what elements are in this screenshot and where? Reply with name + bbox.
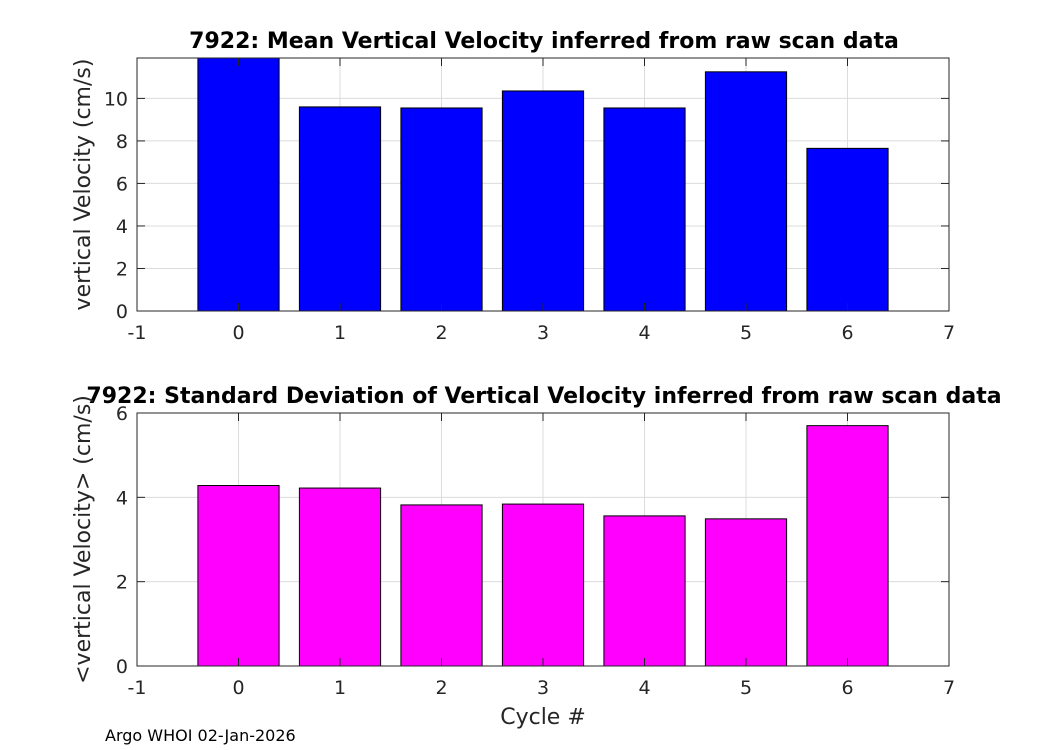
mean-bar-cycle-0 (197, 57, 280, 312)
std-x-tick-label: 6 (841, 677, 853, 699)
std-x-tick-label: 4 (638, 677, 650, 699)
mean-x-tick-label: 7 (943, 322, 955, 344)
std-x-tick-label: 0 (232, 677, 244, 699)
mean-y-tick-label: 0 (116, 301, 128, 323)
std-x-tick-label: 3 (537, 677, 549, 699)
mean-bar-cycle-4 (603, 107, 686, 312)
std-x-tick-label: 2 (435, 677, 447, 699)
mean-y-tick-label: 4 (116, 216, 128, 238)
mean-chart-title: 7922: Mean Vertical Velocity inferred fr… (189, 29, 899, 54)
std-y-tick-label: 0 (116, 656, 128, 678)
footer-credit: Argo WHOI 02-Jan-2026 (105, 726, 296, 745)
mean-x-tick-label: 1 (334, 322, 346, 344)
std-bar-cycle-2 (400, 504, 483, 667)
mean-bar-cycle-1 (298, 106, 382, 312)
std-y-tick-label: 4 (116, 487, 128, 509)
mean-bar-cycle-6 (806, 147, 889, 312)
std-y-tick-label: 6 (116, 403, 128, 425)
std-bar-cycle-0 (197, 485, 280, 667)
mean-x-tick-label: 5 (740, 322, 752, 344)
std-x-tick-label: 7 (943, 677, 955, 699)
mean-x-tick-label: 0 (232, 322, 244, 344)
mean-x-tick-label: 6 (841, 322, 853, 344)
std-y-tick-label: 2 (116, 572, 128, 594)
mean-y-tick-label: 6 (116, 173, 128, 195)
std-bar-cycle-6 (806, 425, 889, 667)
std-chart-title: 7922: Standard Deviation of Vertical Vel… (86, 384, 1001, 409)
std-bar-cycle-3 (501, 503, 585, 667)
mean-x-tick-label: 4 (638, 322, 650, 344)
std-x-tick-label: 5 (740, 677, 752, 699)
mean-y-tick-label: 10 (104, 88, 128, 110)
mean-x-tick-label: 3 (537, 322, 549, 344)
mean-y-axis-label: vertical Velocity (cm/s) (71, 59, 96, 311)
mean-bar-cycle-5 (704, 71, 788, 312)
std-x-tick-label: 1 (334, 677, 346, 699)
mean-bar-cycle-3 (501, 90, 585, 312)
std-y-axis-label: <vertical Velocity> (cm/s) (71, 395, 96, 684)
mean-y-tick-label: 8 (116, 131, 128, 153)
std-bar-cycle-4 (603, 515, 686, 667)
mean-x-tick-label: -1 (128, 322, 147, 344)
mean-x-tick-label: 2 (435, 322, 447, 344)
std-bar-cycle-1 (298, 487, 382, 667)
std-x-axis-label: Cycle # (500, 705, 586, 730)
mean-bar-cycle-2 (400, 107, 483, 312)
mean-y-tick-label: 2 (116, 258, 128, 280)
std-x-tick-label: -1 (128, 677, 147, 699)
std-bar-cycle-5 (704, 518, 788, 667)
